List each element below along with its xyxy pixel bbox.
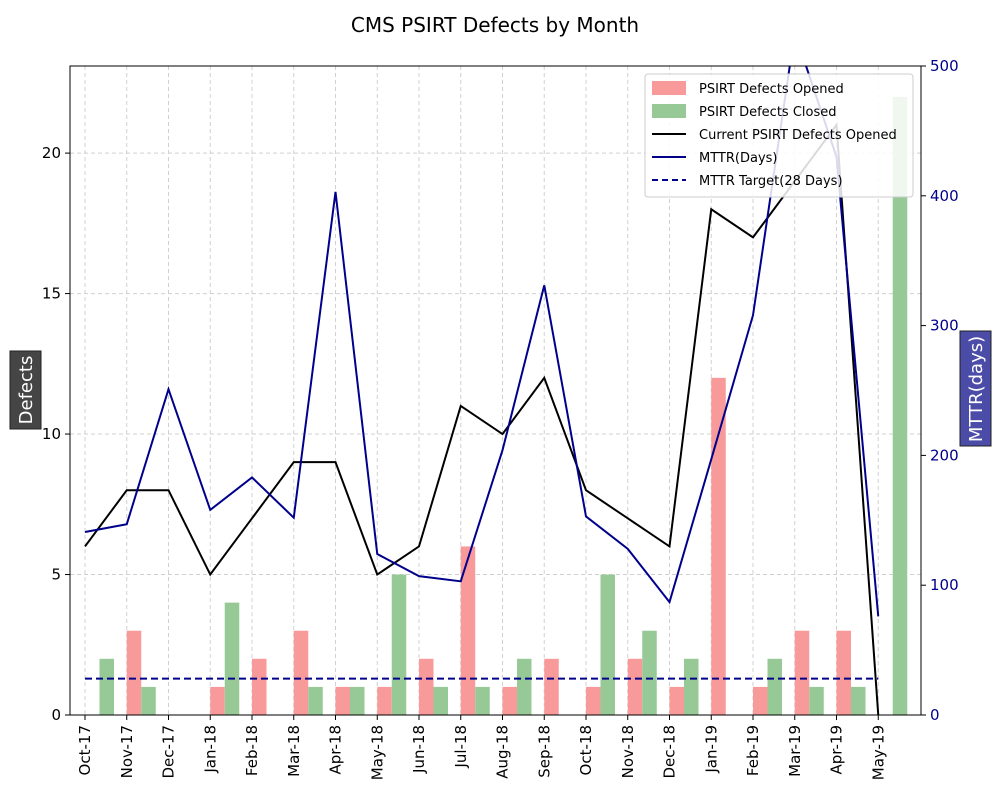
bar-closed	[433, 686, 448, 715]
y-axis-label-right: MTTR(days)	[959, 330, 992, 447]
bar-opened	[627, 658, 643, 715]
x-tick-label: Dec-17	[160, 725, 178, 779]
legend-swatch	[652, 104, 686, 118]
line-current-psirt-defects-opened	[84, 122, 880, 715]
legend-label: PSIRT Defects Closed	[699, 105, 836, 120]
x-tick-label: Nov-18	[619, 725, 637, 778]
x-tick-label: Oct-18	[577, 725, 595, 775]
y-tick-label-left: 5	[51, 566, 61, 584]
y-tick-label-right: 100	[930, 576, 959, 594]
x-tick-label: Jun-18	[410, 725, 428, 774]
chart-title: CMS PSIRT Defects by Month	[351, 13, 639, 37]
legend-label: MTTR(Days)	[699, 151, 778, 166]
legend-label: PSIRT Defects Opened	[699, 82, 844, 97]
bar-closed	[642, 630, 657, 715]
y-axis-left: 0 5 10 15 20	[42, 144, 70, 724]
legend: PSIRT Defects Opened PSIRT Defects Closed…	[644, 73, 914, 198]
bar-closed	[308, 686, 323, 715]
bar-opened	[210, 686, 225, 715]
x-tick-label: Jan-19	[702, 725, 720, 774]
bar-opened	[293, 630, 309, 715]
x-tick-label: Mar-19	[786, 725, 804, 777]
y-tick-label-left: 20	[42, 144, 61, 162]
legend-label: MTTR Target(28 Days)	[699, 174, 843, 189]
y-tick-label-left: 0	[51, 706, 61, 724]
y-tick-label-right: 0	[930, 706, 940, 724]
bar-closed	[851, 686, 866, 715]
x-tick-label: Sep-18	[535, 725, 553, 778]
x-tick-label: Aug-18	[494, 725, 512, 779]
bar-opened	[586, 686, 601, 715]
bar-closed	[350, 686, 365, 715]
y-tick-label-right: 300	[930, 317, 959, 335]
bar-closed	[684, 658, 699, 715]
bar-opened	[669, 686, 684, 715]
bar-opened	[836, 630, 851, 715]
bar-closed	[517, 658, 532, 715]
bar-opened	[419, 658, 434, 715]
bar-opened	[753, 686, 768, 715]
bar-opened	[126, 630, 142, 715]
y-tick-label-right: 500	[930, 57, 959, 75]
x-tick-label: Jul-18	[452, 725, 470, 769]
x-tick-label: Mar-18	[285, 725, 303, 777]
bar-opened	[711, 377, 726, 715]
x-tick-label: May-18	[368, 725, 386, 780]
bar-opened	[794, 630, 810, 715]
x-tick-label: Feb-18	[243, 725, 261, 776]
x-tick-label: Jan-18	[201, 725, 219, 774]
x-axis: Oct-17 Nov-17 Dec-17 Jan-18 Feb-18 Mar-18 Apr-…	[76, 715, 887, 780]
x-tick-label: Apr-18	[327, 725, 345, 775]
bar-opened	[335, 686, 350, 715]
x-tick-label: Dec-18	[661, 725, 679, 779]
y-tick-label-right: 400	[930, 187, 959, 205]
bars	[99, 96, 908, 715]
legend-label: Current PSIRT Defects Opened	[699, 128, 897, 143]
y-tick-label-left: 10	[42, 425, 61, 443]
bar-closed	[99, 658, 114, 715]
y-axis-label-left: Defects	[9, 350, 42, 430]
bar-closed	[475, 686, 490, 715]
x-tick-label: Nov-17	[118, 725, 136, 778]
y-axis-right: 0 100 200 300 400 500	[921, 57, 959, 724]
x-tick-label: Apr-19	[828, 725, 846, 775]
bar-closed	[391, 574, 407, 715]
bar-closed	[892, 96, 908, 715]
bar-closed	[767, 658, 782, 715]
bar-opened	[544, 658, 559, 715]
plot-frame	[69, 65, 922, 716]
legend-swatch	[652, 81, 686, 95]
bar-closed	[224, 602, 240, 715]
bar-opened	[377, 686, 392, 715]
x-tick-label: May-19	[869, 725, 887, 780]
bar-opened	[252, 658, 267, 715]
lines	[84, 66, 880, 715]
line-mttr-days-	[84, 66, 880, 617]
bar-opened	[502, 686, 517, 715]
bar-closed	[809, 686, 824, 715]
x-tick-label: Oct-17	[76, 725, 94, 775]
bar-closed	[600, 574, 615, 715]
y-axis-label-right-text: MTTR(days)	[966, 336, 987, 442]
y-axis-label-left-text: Defects	[16, 356, 37, 425]
bar-closed	[141, 686, 156, 715]
y-tick-label-right: 200	[930, 446, 959, 464]
y-tick-label-left: 15	[42, 285, 61, 303]
x-tick-label: Feb-19	[744, 725, 762, 776]
bar-opened	[460, 546, 476, 715]
